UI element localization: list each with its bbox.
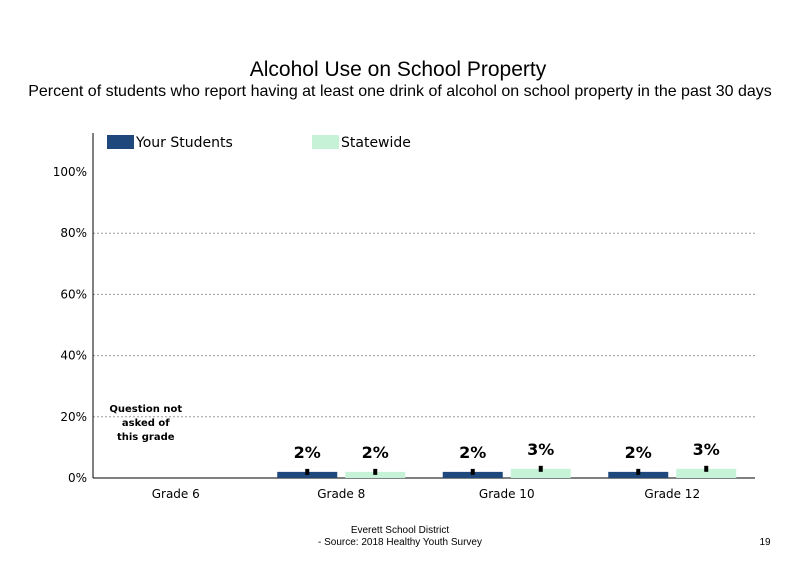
error-bar	[636, 468, 641, 475]
legend-swatch	[312, 135, 339, 149]
data-label: 2%	[625, 443, 652, 462]
y-tick-label: 60%	[60, 287, 87, 301]
error-bar	[470, 468, 475, 475]
bar-chart: 0% 20% 40% 60% 80% 100% Grade 6 Grade 8 2% 2% Grad…	[53, 133, 755, 501]
y-tick-label: 80%	[60, 226, 87, 240]
footer: Everett School District - Source: 2018 H…	[250, 525, 550, 549]
error-bar	[305, 468, 310, 475]
not-asked-note: this grade	[117, 432, 175, 443]
x-tick-label: Grade 10	[479, 487, 535, 501]
footer-district: Everett School District	[350, 525, 450, 536]
data-label: 3%	[693, 440, 720, 459]
data-label: 2%	[459, 443, 486, 462]
error-bar	[373, 468, 378, 475]
bar	[345, 471, 406, 478]
x-tick-label: Grade 8	[317, 487, 365, 501]
data-label: 2%	[294, 443, 321, 462]
page-number: 19	[759, 537, 771, 548]
data-label: 3%	[527, 440, 554, 459]
bar	[676, 468, 737, 478]
chart-subtitle: Percent of students who report having at…	[28, 83, 772, 100]
not-asked-note: Question not	[109, 404, 182, 415]
x-tick-label: Grade 6	[152, 487, 200, 501]
x-tick-label: Grade 12	[644, 487, 700, 501]
y-tick-label: 40%	[60, 349, 87, 363]
bar	[608, 471, 669, 478]
legend-label: Statewide	[341, 135, 411, 151]
not-asked-note: asked of	[122, 418, 170, 429]
y-tick-label: 0%	[68, 471, 87, 485]
y-tick-label: 100%	[53, 165, 87, 179]
error-bar	[538, 465, 543, 472]
bar	[442, 471, 503, 478]
footer-source: - Source: 2018 Healthy Youth Survey	[318, 537, 482, 548]
chart-title: Alcohol Use on School Property	[249, 58, 547, 81]
error-bar	[704, 465, 709, 472]
legend-swatch	[107, 135, 134, 149]
legend-label: Your Students	[135, 135, 233, 151]
bar	[277, 471, 338, 478]
data-label: 2%	[362, 443, 389, 462]
y-tick-label: 20%	[60, 410, 87, 424]
bar	[510, 468, 571, 478]
